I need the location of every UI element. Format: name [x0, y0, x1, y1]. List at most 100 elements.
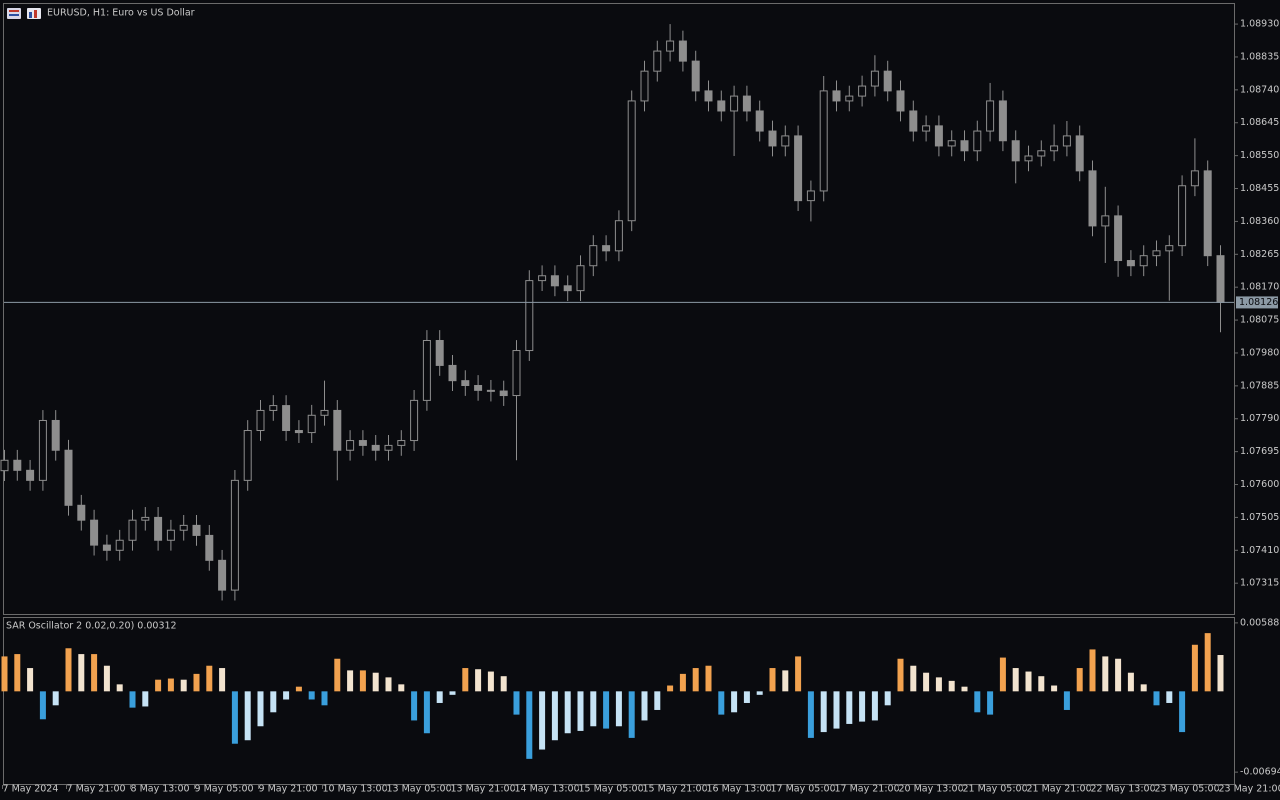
candle-body: [486, 389, 495, 392]
candle-body: [512, 350, 521, 397]
oscillator-bar: [718, 691, 725, 715]
oscillator-bar: [487, 671, 494, 692]
oscillator-bar: [1115, 658, 1122, 692]
candle-body: [832, 90, 841, 102]
candle-body: [1190, 170, 1199, 187]
oscillator-bar: [449, 691, 456, 695]
oscillator-bar: [1051, 685, 1058, 692]
x-tick-label: 21 May 21:00: [1027, 784, 1092, 795]
candle-body: [1037, 150, 1046, 157]
oscillator-bar: [372, 672, 379, 692]
oscillator-bar: [308, 691, 315, 700]
oscillator-bar: [257, 691, 264, 727]
oscillator-bar: [961, 686, 968, 692]
candle-body: [883, 70, 892, 92]
oscillator-bar: [39, 691, 46, 720]
candle-body: [922, 125, 931, 132]
oscillator-bar: [871, 691, 878, 721]
oscillator-bar: [385, 677, 392, 692]
oscillator-bar: [1127, 672, 1134, 692]
oscillator-bar: [756, 691, 763, 695]
oscillator-bar: [833, 691, 840, 729]
oscillator-bar: [1204, 633, 1211, 692]
x-tick-label: 13 May 05:00: [387, 784, 452, 795]
oscillator-bar: [615, 691, 622, 727]
oscillator-bar: [462, 668, 469, 692]
oscillator-bar: [884, 691, 891, 706]
oscillator-bar: [564, 691, 571, 734]
oscillator-bar: [539, 691, 546, 750]
oscillator-bar: [52, 691, 59, 706]
candle-body: [64, 449, 73, 506]
y-tick-label: 1.07695: [1240, 446, 1279, 457]
oscillator-bar: [1076, 668, 1083, 692]
oscillator-bar: [1153, 691, 1160, 706]
oscillator-bar: [654, 691, 661, 710]
candle-body: [1114, 215, 1123, 262]
oscillator-bar: [206, 665, 213, 692]
oscillator-bar: [193, 673, 200, 692]
oscillator-bar: [78, 654, 85, 692]
oscillator-bar: [692, 668, 699, 692]
candle-body: [794, 135, 803, 202]
candle-body: [1101, 215, 1110, 227]
candle-body: [525, 280, 534, 352]
candle-body: [973, 130, 982, 152]
oscillator-bar: [244, 691, 251, 741]
oscillator-bar: [769, 668, 776, 692]
oscillator-bar: [27, 668, 34, 692]
oscillator-bar: [1089, 649, 1096, 692]
x-tick-label: 10 May 13:00: [323, 784, 388, 795]
oscillator-bar: [1063, 691, 1070, 710]
candle-body: [1178, 185, 1187, 247]
candle-body: [102, 544, 111, 551]
oscillator-bar: [513, 691, 520, 715]
y-tick-label: 1.08645: [1240, 117, 1279, 128]
oscillator-bar: [91, 654, 98, 692]
oscillator-bar: [180, 679, 187, 692]
y-tick-label: -0.00694: [1240, 767, 1280, 778]
candle-body: [1088, 170, 1097, 227]
y-tick-label: 1.08360: [1240, 216, 1279, 227]
oscillator-bar: [679, 673, 686, 692]
candle-body: [38, 419, 47, 481]
candle-body: [1075, 135, 1084, 172]
y-tick-label: 1.08740: [1240, 84, 1279, 95]
candle-body: [294, 430, 303, 434]
oscillator-bar: [142, 691, 149, 707]
y-tick-label: 1.08455: [1240, 183, 1279, 194]
oscillator-bar: [641, 691, 648, 721]
y-tick-label: 1.07980: [1240, 347, 1279, 358]
oscillator-bar: [1179, 691, 1186, 733]
candle-body: [538, 275, 547, 282]
candle-body: [320, 409, 329, 416]
oscillator-bar: [1025, 671, 1032, 692]
candle-body: [1152, 250, 1161, 257]
candle-body: [1024, 155, 1033, 162]
x-tick-label: 21 May 05:00: [963, 784, 1028, 795]
candle-body: [934, 125, 943, 147]
x-tick-label: 16 May 13:00: [707, 784, 772, 795]
oscillator-bar: [999, 657, 1006, 692]
candle-body: [435, 340, 444, 366]
candle-body: [243, 430, 252, 481]
candle-body: [845, 95, 854, 102]
candle-body: [1126, 260, 1135, 267]
candle-body: [730, 95, 739, 112]
oscillator-bar: [321, 691, 328, 706]
candle-body: [742, 95, 751, 112]
candle-body: [947, 140, 956, 147]
candle-body: [346, 440, 355, 451]
last-price-label: 1.08126: [1239, 297, 1278, 308]
candle-body: [614, 220, 623, 252]
oscillator-bar: [923, 672, 930, 692]
oscillator-bar: [1140, 684, 1147, 692]
candle-body: [166, 529, 175, 541]
candle-body: [755, 110, 764, 132]
y-tick-label: 1.07315: [1240, 578, 1279, 589]
candle-body: [422, 340, 431, 401]
oscillator-bar: [807, 691, 814, 738]
x-tick-label: 23 May 05:00: [1155, 784, 1220, 795]
x-tick-label: 7 May 2024: [3, 784, 59, 795]
